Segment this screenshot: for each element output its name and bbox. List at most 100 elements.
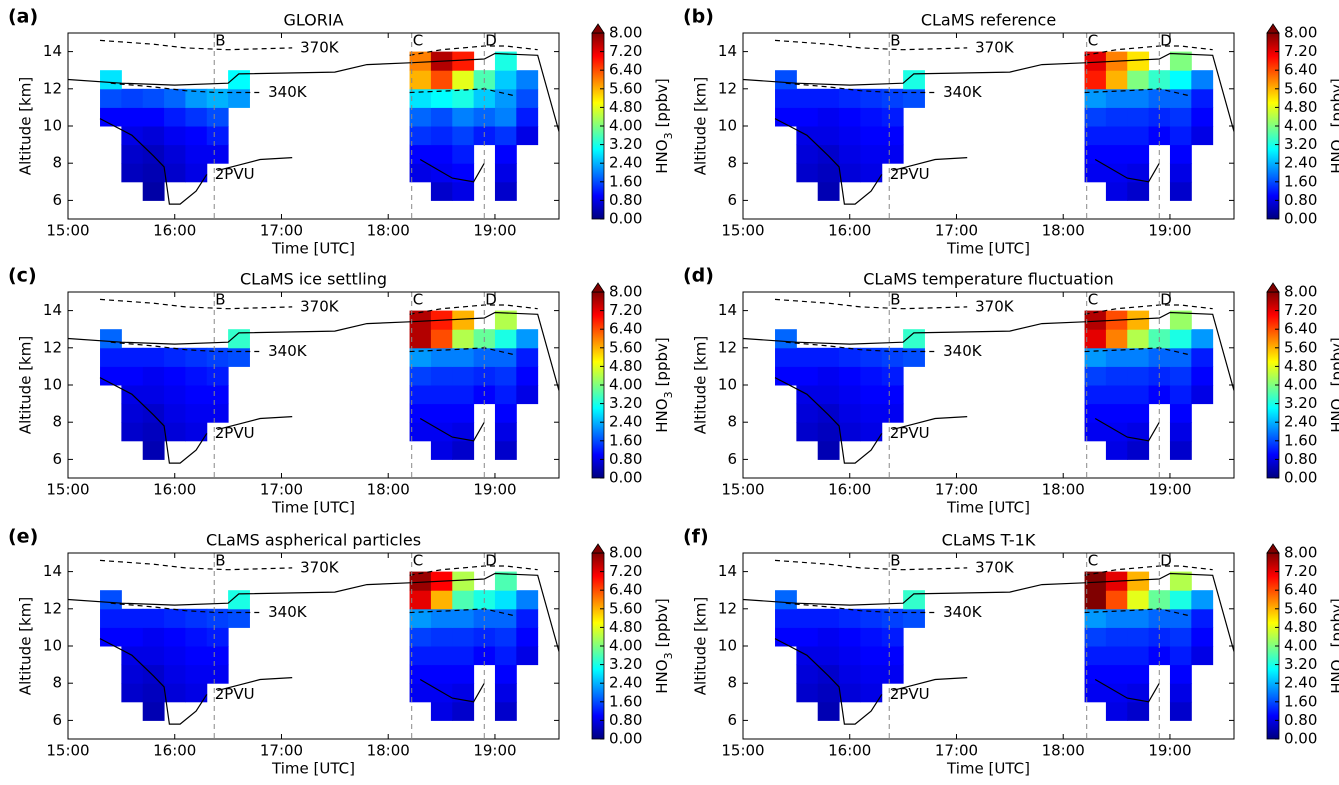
heatmap-cell bbox=[1105, 422, 1128, 442]
x-tick-label: 19:00 bbox=[1148, 481, 1191, 499]
heatmap-cell bbox=[839, 664, 861, 684]
panel-title: CLaMS aspherical particles bbox=[206, 531, 421, 550]
contour-line bbox=[99, 118, 485, 205]
heatmap-cell bbox=[494, 701, 517, 721]
heatmap-cell bbox=[1105, 646, 1128, 666]
colorbar-tick-label: 4.80 bbox=[609, 98, 642, 116]
heatmap-cell bbox=[121, 683, 144, 703]
y-tick-label: 12 bbox=[718, 338, 737, 356]
heatmap-cell bbox=[881, 107, 904, 127]
heatmap-cell bbox=[185, 163, 208, 183]
heatmap-cell bbox=[494, 126, 517, 146]
colorbar-tick-label: 8.00 bbox=[609, 544, 642, 562]
heatmap-cell bbox=[452, 347, 475, 367]
heatmap-cell bbox=[452, 107, 475, 127]
heatmap-cell bbox=[839, 403, 861, 423]
y-tick-label: 6 bbox=[52, 191, 62, 209]
heatmap-cell bbox=[409, 590, 432, 610]
heatmap-cell bbox=[494, 646, 517, 666]
heatmap-cell bbox=[817, 366, 840, 386]
heatmap-cell bbox=[121, 144, 144, 164]
heatmap-cell bbox=[494, 590, 517, 610]
line-label: 340K bbox=[943, 603, 983, 621]
colorbar-tick-label: 5.60 bbox=[1284, 599, 1317, 617]
y-tick-label: 14 bbox=[43, 562, 62, 580]
heatmap-cell bbox=[409, 571, 432, 591]
panel: (c) CLaMS ice settling 370K 340K 2PVU B C D 15:0… bbox=[8, 265, 675, 517]
heatmap-cell bbox=[1105, 385, 1128, 405]
heatmap-cell bbox=[516, 627, 539, 647]
colorbar-label-sub: 3 bbox=[662, 391, 675, 398]
colorbar-label-main: HNO bbox=[653, 398, 671, 432]
heatmap-cell bbox=[1105, 366, 1128, 386]
line-label: 2PVU bbox=[890, 685, 930, 703]
heatmap-cell bbox=[430, 646, 453, 666]
heatmap-cell bbox=[860, 608, 883, 628]
heatmap-cell bbox=[164, 347, 186, 367]
heatmap-cell bbox=[494, 608, 517, 628]
heatmap-cell bbox=[860, 107, 883, 127]
heatmap-cell bbox=[839, 144, 861, 164]
heatmap-cell bbox=[1127, 571, 1150, 591]
marker-label: C bbox=[1088, 291, 1098, 309]
colorbar-tick-label: 6.40 bbox=[609, 61, 642, 79]
heatmap-cell bbox=[142, 88, 165, 108]
heatmap-cell bbox=[409, 683, 432, 703]
line-label: 370K bbox=[975, 558, 1015, 576]
heatmap-cell bbox=[494, 310, 517, 330]
heatmap-cell bbox=[164, 608, 186, 628]
heatmap-cell bbox=[817, 88, 840, 108]
colorbar-label-unit: [ppbv] bbox=[653, 598, 671, 647]
y-tick-label: 6 bbox=[52, 711, 62, 729]
heatmap-cell bbox=[1084, 126, 1107, 146]
heatmap-cell bbox=[409, 422, 432, 442]
colorbar-tick-label: 3.20 bbox=[609, 655, 642, 673]
heatmap-cell bbox=[1105, 329, 1128, 349]
heatmap-cell bbox=[839, 347, 861, 367]
heatmap-cell bbox=[452, 329, 475, 349]
heatmap-cell bbox=[206, 88, 229, 108]
contour-line bbox=[67, 52, 560, 132]
heatmap-cell bbox=[1191, 627, 1214, 647]
line-label: 340K bbox=[268, 83, 308, 101]
heatmap-cell bbox=[452, 646, 475, 666]
x-tick-label: 17:00 bbox=[260, 222, 303, 240]
heatmap-cell bbox=[881, 126, 904, 146]
heatmap-cell bbox=[516, 590, 539, 610]
colorbar-label-main: HNO bbox=[1328, 139, 1339, 173]
x-tick-label: 17:00 bbox=[260, 742, 303, 760]
heatmap-cell bbox=[1169, 590, 1192, 610]
heatmap-cell bbox=[206, 664, 229, 684]
contour-line bbox=[785, 82, 1192, 97]
heatmap-cell bbox=[100, 590, 122, 610]
colorbar-tick-label: 7.20 bbox=[1284, 301, 1317, 319]
heatmap-cell bbox=[228, 347, 250, 367]
heatmap-cell bbox=[121, 422, 144, 442]
heatmap-cell bbox=[185, 144, 208, 164]
colorbar-tick-label: 5.60 bbox=[609, 338, 642, 356]
heatmap-cell bbox=[1105, 181, 1128, 201]
heatmap-cell bbox=[1084, 646, 1107, 666]
y-tick-label: 12 bbox=[43, 79, 62, 97]
heatmap-cell bbox=[1169, 88, 1192, 108]
heatmap-cell bbox=[185, 422, 208, 442]
heatmap-cell bbox=[206, 385, 229, 405]
heatmap-cell bbox=[185, 88, 208, 108]
heatmap-cell bbox=[206, 403, 229, 423]
heatmap-cell bbox=[430, 664, 453, 684]
heatmap-cell bbox=[100, 70, 122, 90]
heatmap-cell bbox=[796, 347, 819, 367]
heatmap-cell bbox=[452, 310, 475, 330]
heatmap-cell bbox=[839, 422, 861, 442]
y-axis-label: Altitude [km] bbox=[692, 77, 710, 175]
heatmap-cell bbox=[185, 646, 208, 666]
heatmap-cell bbox=[164, 163, 186, 183]
heatmap-cell bbox=[142, 608, 165, 628]
colorbar-tick-label: 0.00 bbox=[609, 210, 642, 228]
heatmap-cell bbox=[775, 329, 797, 349]
heatmap-cell bbox=[860, 385, 883, 405]
y-tick-label: 6 bbox=[727, 450, 737, 468]
x-tick-label: 16:00 bbox=[828, 742, 871, 760]
heatmap-cell bbox=[881, 366, 904, 386]
heatmap-cell bbox=[1169, 51, 1192, 71]
